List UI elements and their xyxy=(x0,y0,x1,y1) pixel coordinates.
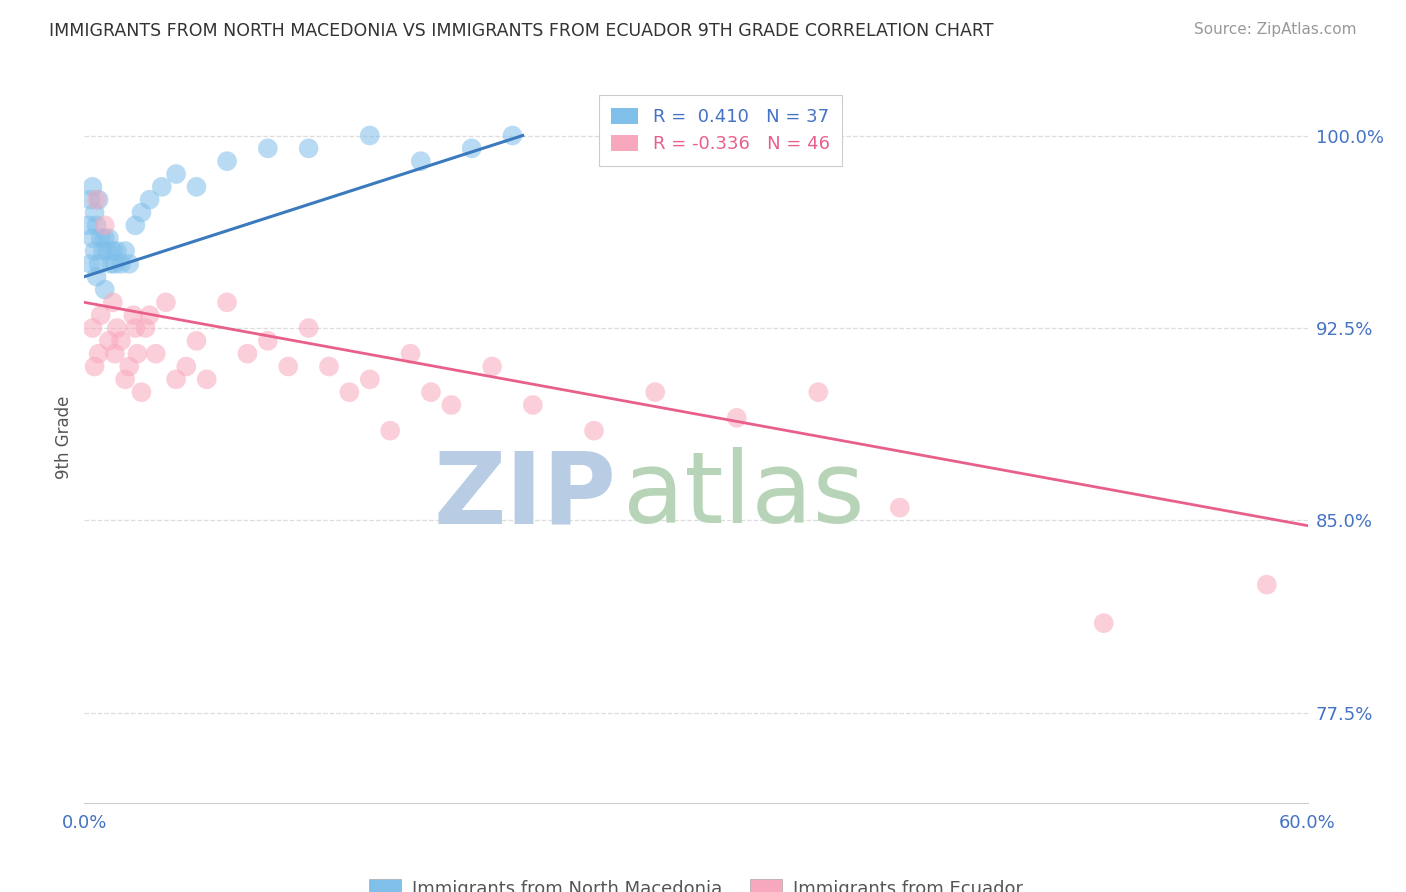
Immigrants from North Macedonia xyxy=(96,244,118,258)
Immigrants from North Macedonia xyxy=(105,244,128,258)
Immigrants from Ecuador xyxy=(110,334,132,348)
Immigrants from North Macedonia xyxy=(86,219,108,233)
Immigrants from North Macedonia xyxy=(165,167,187,181)
Immigrants from Ecuador xyxy=(114,372,136,386)
Immigrants from North Macedonia xyxy=(83,244,105,258)
Immigrants from North Macedonia xyxy=(118,257,141,271)
Immigrants from Ecuador xyxy=(131,385,153,400)
Immigrants from North Macedonia xyxy=(82,231,104,245)
Immigrants from Ecuador xyxy=(82,321,104,335)
Immigrants from Ecuador xyxy=(155,295,177,310)
Immigrants from North Macedonia xyxy=(359,128,381,143)
Text: ZIP: ZIP xyxy=(433,447,616,544)
Immigrants from Ecuador xyxy=(195,372,218,386)
Immigrants from Ecuador xyxy=(217,295,239,310)
Text: atlas: atlas xyxy=(623,447,865,544)
Legend: Immigrants from North Macedonia, Immigrants from Ecuador: Immigrants from North Macedonia, Immigra… xyxy=(360,871,1032,892)
Immigrants from North Macedonia xyxy=(87,257,110,271)
Immigrants from North Macedonia xyxy=(502,128,524,143)
Immigrants from Ecuador xyxy=(481,359,503,374)
Text: Source: ZipAtlas.com: Source: ZipAtlas.com xyxy=(1194,22,1357,37)
Immigrants from Ecuador xyxy=(118,359,141,374)
Immigrants from North Macedonia xyxy=(93,283,115,297)
Immigrants from Ecuador xyxy=(1256,577,1278,591)
Immigrants from North Macedonia xyxy=(79,257,101,271)
Immigrants from Ecuador xyxy=(298,321,321,335)
Immigrants from Ecuador xyxy=(90,308,112,322)
Immigrants from Ecuador xyxy=(97,334,120,348)
Immigrants from Ecuador xyxy=(93,219,115,233)
Immigrants from North Macedonia xyxy=(186,179,208,194)
Immigrants from Ecuador xyxy=(236,346,259,360)
Immigrants from Ecuador xyxy=(138,308,160,322)
Immigrants from North Macedonia xyxy=(77,219,100,233)
Immigrants from Ecuador xyxy=(807,385,830,400)
Immigrants from North Macedonia xyxy=(79,193,101,207)
Immigrants from Ecuador xyxy=(277,359,299,374)
Immigrants from North Macedonia xyxy=(82,179,104,194)
Immigrants from Ecuador xyxy=(1092,616,1115,631)
Immigrants from Ecuador xyxy=(105,321,128,335)
Immigrants from Ecuador xyxy=(127,346,149,360)
Immigrants from North Macedonia xyxy=(93,231,115,245)
Immigrants from North Macedonia xyxy=(217,154,239,169)
Immigrants from Ecuador xyxy=(399,346,422,360)
Text: IMMIGRANTS FROM NORTH MACEDONIA VS IMMIGRANTS FROM ECUADOR 9TH GRADE CORRELATION: IMMIGRANTS FROM NORTH MACEDONIA VS IMMIG… xyxy=(49,22,994,40)
Immigrants from North Macedonia xyxy=(87,193,110,207)
Immigrants from Ecuador xyxy=(124,321,146,335)
Immigrants from Ecuador xyxy=(145,346,167,360)
Immigrants from North Macedonia xyxy=(104,257,127,271)
Immigrants from North Macedonia xyxy=(97,231,120,245)
Immigrants from Ecuador xyxy=(186,334,208,348)
Immigrants from North Macedonia xyxy=(257,141,280,155)
Immigrants from Ecuador xyxy=(104,346,127,360)
Immigrants from Ecuador xyxy=(87,346,110,360)
Immigrants from North Macedonia xyxy=(409,154,432,169)
Immigrants from North Macedonia xyxy=(124,219,146,233)
Immigrants from Ecuador xyxy=(644,385,666,400)
Immigrants from North Macedonia xyxy=(100,257,122,271)
Immigrants from North Macedonia xyxy=(110,257,132,271)
Immigrants from Ecuador xyxy=(583,424,606,438)
Immigrants from North Macedonia xyxy=(131,205,153,219)
Immigrants from Ecuador xyxy=(440,398,463,412)
Immigrants from Ecuador xyxy=(522,398,544,412)
Immigrants from Ecuador xyxy=(339,385,361,400)
Y-axis label: 9th Grade: 9th Grade xyxy=(55,395,73,479)
Immigrants from North Macedonia xyxy=(91,244,114,258)
Immigrants from Ecuador xyxy=(83,359,105,374)
Immigrants from Ecuador xyxy=(380,424,402,438)
Immigrants from Ecuador xyxy=(725,410,748,425)
Immigrants from Ecuador xyxy=(86,193,108,207)
Immigrants from Ecuador xyxy=(420,385,443,400)
Immigrants from North Macedonia xyxy=(461,141,484,155)
Immigrants from North Macedonia xyxy=(90,231,112,245)
Immigrants from Ecuador xyxy=(359,372,381,386)
Immigrants from North Macedonia xyxy=(83,205,105,219)
Immigrants from North Macedonia xyxy=(150,179,173,194)
Immigrants from North Macedonia xyxy=(138,193,160,207)
Immigrants from North Macedonia xyxy=(86,269,108,284)
Immigrants from Ecuador xyxy=(889,500,911,515)
Immigrants from Ecuador xyxy=(101,295,124,310)
Immigrants from Ecuador xyxy=(165,372,187,386)
Immigrants from Ecuador xyxy=(318,359,340,374)
Immigrants from Ecuador xyxy=(257,334,280,348)
Immigrants from Ecuador xyxy=(174,359,197,374)
Immigrants from Ecuador xyxy=(135,321,157,335)
Immigrants from Ecuador xyxy=(122,308,145,322)
Immigrants from North Macedonia xyxy=(101,244,124,258)
Immigrants from North Macedonia xyxy=(298,141,321,155)
Immigrants from North Macedonia xyxy=(114,244,136,258)
